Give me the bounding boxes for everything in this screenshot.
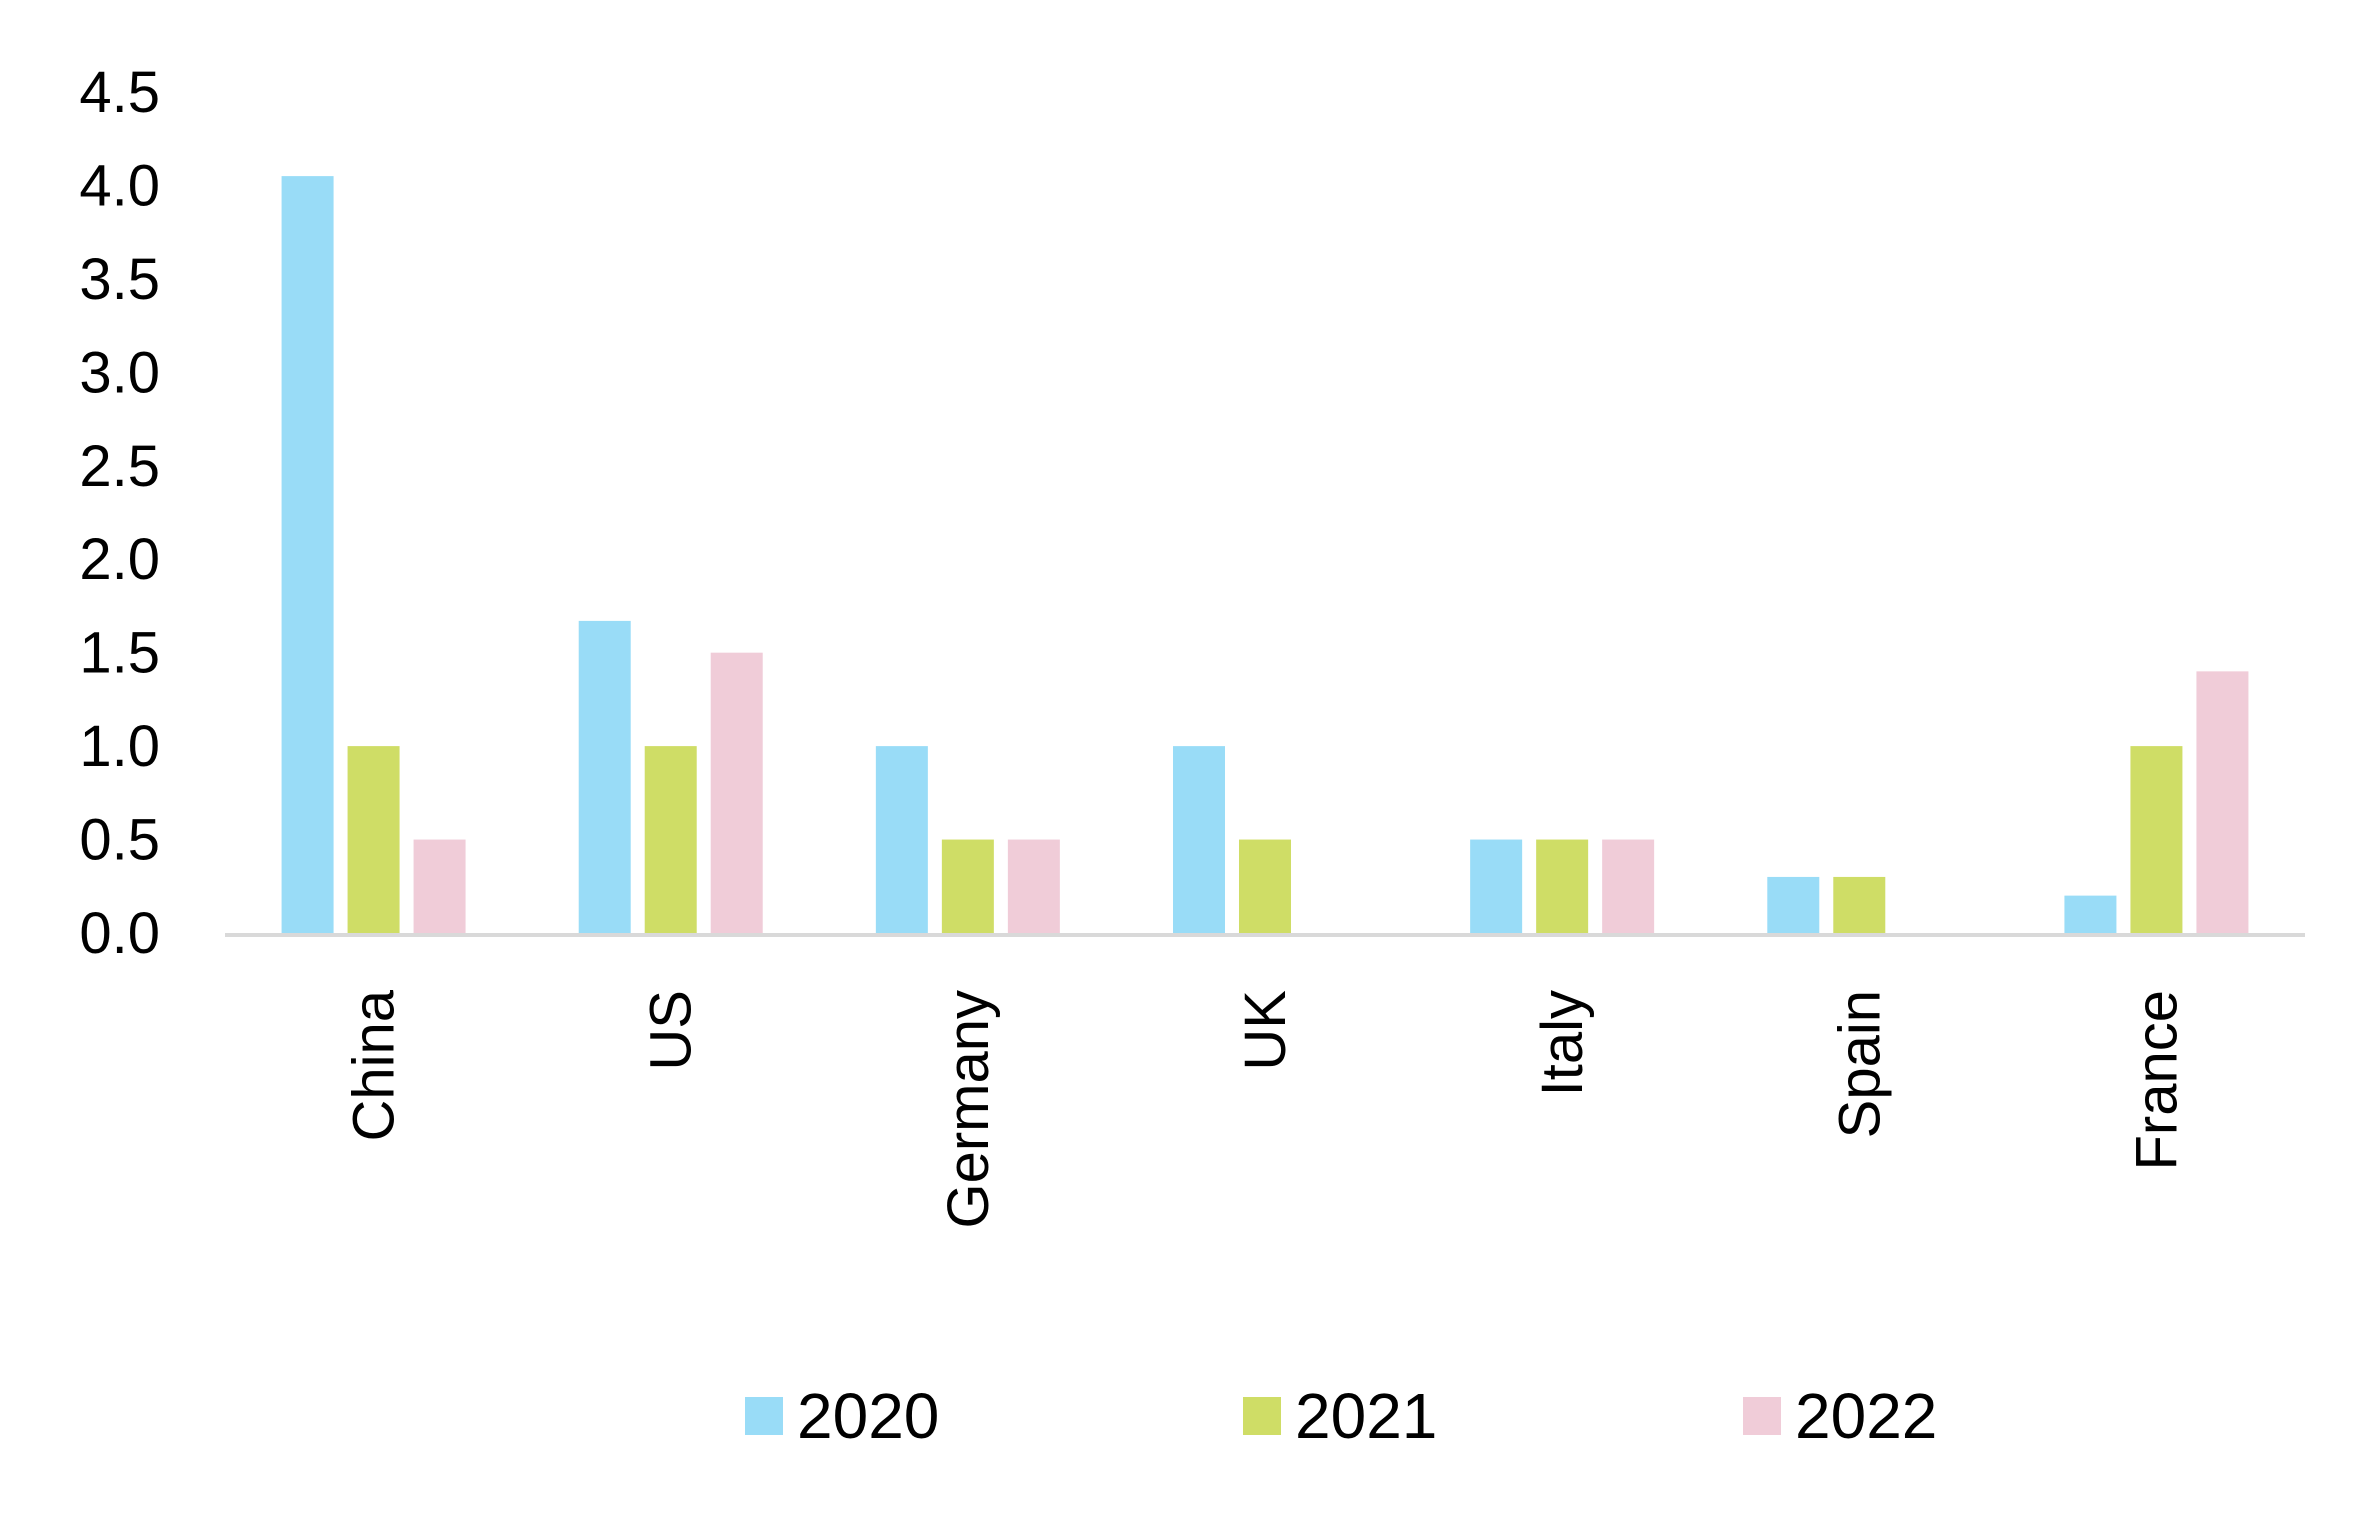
y-axis: 0.0 0.5 1.0 1.5 2.0 2.5 3.0 3.5 4.0 4.5	[79, 60, 160, 966]
x-tick-label-germany: Germany	[936, 990, 1001, 1229]
y-tick-label: 0.5	[79, 808, 160, 873]
legend-label: 2021	[1295, 1380, 1437, 1452]
legend-swatch	[1743, 1397, 1781, 1435]
bar-2022-germany	[1007, 839, 1060, 933]
x-tick-label-china: China	[342, 989, 407, 1141]
bar-2021-china	[347, 746, 400, 933]
y-tick-label: 4.0	[79, 153, 160, 218]
bar-2022-france	[2196, 671, 2249, 933]
x-tick-label-italy: Italy	[1530, 990, 1595, 1096]
bars	[281, 176, 2249, 934]
legend-item-2021: 2021	[1243, 1380, 1437, 1452]
bar-2021-germany	[941, 839, 994, 933]
x-tick-label-spain: Spain	[1827, 990, 1892, 1138]
bar-2020-france	[2064, 895, 2117, 933]
y-tick-label: 3.0	[79, 340, 160, 405]
x-tick-label-france: France	[2124, 990, 2189, 1171]
legend-label: 2022	[1795, 1380, 1937, 1452]
bar-2020-spain	[1767, 876, 1820, 933]
legend-swatch	[745, 1397, 783, 1435]
y-tick-label: 0.0	[79, 901, 160, 966]
bar-2020-uk	[1173, 746, 1225, 933]
y-tick-label: 1.5	[79, 621, 160, 686]
bar-2021-italy	[1536, 839, 1589, 933]
legend-swatch	[1243, 1397, 1281, 1435]
y-tick-label: 2.0	[79, 527, 160, 592]
bar-2021-spain	[1833, 876, 1886, 933]
bar-2021-uk	[1239, 839, 1291, 933]
y-tick-label: 2.5	[79, 434, 160, 499]
legend-item-2020: 2020	[745, 1380, 939, 1452]
legend-label: 2020	[797, 1380, 939, 1452]
bar-2022-us	[710, 652, 763, 933]
x-tick-label-uk: UK	[1233, 990, 1298, 1071]
bar-2021-us	[644, 746, 697, 933]
bar-2020-italy	[1470, 839, 1523, 933]
x-tick-label-us: US	[639, 990, 704, 1071]
bar-2022-italy	[1602, 839, 1655, 933]
y-tick-label: 4.5	[79, 60, 160, 125]
bar-2020-china	[281, 176, 334, 934]
bar-2021-france	[2130, 746, 2183, 933]
y-tick-label: 3.5	[79, 247, 160, 312]
legend-item-2022: 2022	[1743, 1380, 1937, 1452]
bar-2022-china	[413, 839, 466, 933]
y-tick-label: 1.0	[79, 714, 160, 779]
bar-2020-us	[578, 620, 631, 933]
bar-2020-germany	[875, 746, 928, 933]
legend: 2020 2021 2022	[745, 1380, 1937, 1452]
x-axis: China US Germany UK Italy Spain France	[342, 989, 2190, 1228]
